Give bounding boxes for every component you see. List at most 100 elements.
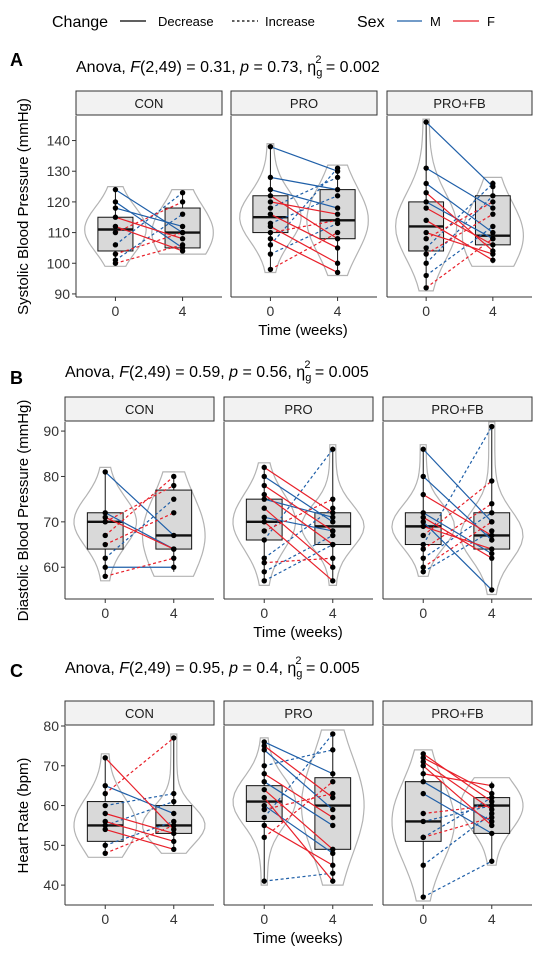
violin <box>84 186 147 267</box>
point <box>171 735 177 741</box>
pair-line-increase <box>422 503 493 550</box>
point <box>334 245 341 251</box>
point <box>423 229 429 236</box>
point <box>267 143 274 150</box>
point <box>489 858 495 864</box>
point <box>420 759 426 765</box>
pair-line-decrease <box>263 773 334 818</box>
point <box>261 814 267 821</box>
y-tick-label: 60 <box>43 559 59 575</box>
pair-line-decrease <box>422 753 493 803</box>
point <box>171 826 177 833</box>
point <box>489 528 495 534</box>
pair-line-decrease <box>104 512 175 550</box>
point <box>420 446 426 452</box>
facet-strip <box>64 700 215 726</box>
point <box>261 559 267 566</box>
point <box>489 537 495 543</box>
pair-line-decrease <box>115 189 183 234</box>
point <box>420 523 426 530</box>
pair-line-increase <box>263 781 334 838</box>
point <box>420 519 426 525</box>
facet-pro-fb: PRO+FB 0 4 <box>382 396 533 621</box>
pair-line-increase <box>105 793 174 807</box>
pair-line-increase <box>115 201 183 234</box>
point <box>489 806 495 813</box>
point <box>334 211 341 217</box>
point <box>267 242 274 248</box>
point <box>330 790 336 797</box>
pair-line-increase <box>423 804 492 815</box>
pair-line-decrease <box>263 507 334 568</box>
facet-strip-label: PRO+FB <box>431 402 483 417</box>
point <box>334 236 341 242</box>
pair-line-increase <box>425 238 494 289</box>
pair-line-increase <box>104 476 175 536</box>
point <box>489 478 495 484</box>
point <box>267 229 274 236</box>
point <box>334 260 341 266</box>
chart-title: Anova, F(2,49) = 0.31, p = 0.73, ηg2 = 0… <box>76 54 380 79</box>
pair-line-decrease <box>115 216 183 240</box>
point <box>423 260 429 266</box>
point <box>171 822 177 829</box>
violin <box>391 749 456 902</box>
pair-line-decrease <box>425 167 494 209</box>
point <box>330 496 336 502</box>
point <box>330 794 336 801</box>
pair-line-increase <box>422 512 493 559</box>
pair-line-increase <box>422 813 493 866</box>
pair-line-decrease <box>423 525 492 550</box>
pair-line-increase <box>425 213 494 255</box>
point <box>489 810 495 817</box>
point <box>334 217 341 224</box>
title-F: F <box>130 59 141 76</box>
pair-line-increase <box>425 183 494 249</box>
facet-pro-fb: PRO+FB 0 4 <box>382 700 533 927</box>
panel-b: B Anova, F(2,49) = 0.59, p = 0.56, ηg2 = … <box>10 359 533 641</box>
point <box>423 217 429 224</box>
point <box>102 514 108 521</box>
point <box>489 798 495 805</box>
point <box>102 810 108 817</box>
pair-line-increase <box>105 801 174 827</box>
point <box>267 266 274 273</box>
pair-line-decrease <box>263 466 334 514</box>
point <box>489 830 495 837</box>
point <box>261 794 267 801</box>
point <box>423 245 429 251</box>
point <box>261 514 267 521</box>
point <box>330 505 336 511</box>
point <box>261 482 267 489</box>
title-pre: Anova, <box>76 59 130 76</box>
x-tick-label: 0 <box>101 911 109 927</box>
point <box>112 205 119 211</box>
point <box>179 248 186 254</box>
title-sub: g <box>296 668 302 680</box>
point <box>171 555 177 561</box>
point <box>267 211 274 217</box>
point <box>102 850 108 856</box>
x-tick-label: 4 <box>489 303 497 319</box>
point <box>112 199 119 205</box>
point <box>420 778 426 785</box>
point <box>267 236 274 242</box>
point <box>330 814 336 821</box>
point <box>261 747 267 753</box>
point <box>261 743 267 749</box>
facet-con: CON 0 4 <box>64 396 215 621</box>
pair-line-decrease <box>270 238 338 273</box>
point <box>261 519 267 525</box>
point <box>102 826 108 833</box>
pair-line-decrease <box>263 781 334 826</box>
point <box>420 546 426 552</box>
chart-title: Anova, F(2,49) = 0.95, p = 0.4, ηg2 = 0.… <box>65 655 360 680</box>
point <box>171 532 177 539</box>
point <box>330 806 336 813</box>
point <box>420 751 426 757</box>
y-tick-label: 50 <box>43 837 59 853</box>
pair-line-increase <box>422 480 493 536</box>
x-tick-label: 0 <box>267 303 275 319</box>
point <box>420 514 426 521</box>
pair-line-decrease <box>263 824 334 866</box>
